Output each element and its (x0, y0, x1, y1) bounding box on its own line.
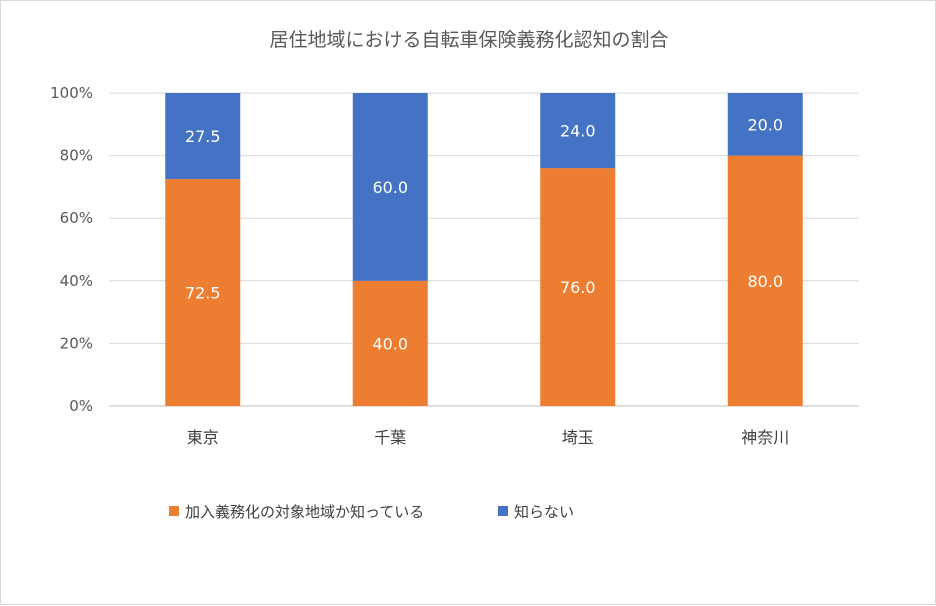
data-label: 24.0 (560, 122, 596, 141)
bar-segment (727, 93, 803, 156)
legend-swatch-known (169, 506, 179, 516)
y-tick-label: 0% (69, 397, 93, 415)
y-axis: 0% 20% 40% 60% 80% 100% (50, 84, 93, 415)
bar-segment (540, 93, 616, 169)
data-label: 80.0 (747, 272, 783, 291)
chart-title: 居住地域における自転車保険義務化認知の割合 (269, 29, 668, 51)
bar-segment (352, 93, 428, 281)
legend-label-unknown: 知らない (514, 503, 574, 521)
bar-segment (165, 93, 241, 180)
x-category-label: 神奈川 (741, 428, 789, 447)
x-category-label: 埼玉 (562, 428, 594, 447)
y-tick-label: 100% (50, 84, 93, 102)
bar-segment (727, 155, 803, 406)
y-tick-label: 60% (60, 209, 93, 227)
bar-segment (352, 280, 428, 406)
y-tick-label: 80% (60, 147, 93, 165)
legend: 加入義務化の対象地域か知っている 知らない (169, 503, 574, 521)
legend-swatch-unknown (498, 506, 508, 516)
data-label: 40.0 (372, 334, 408, 353)
bars: 72.5 27.5 40.0 60.0 76.0 24.0 80.0 20.0 (165, 93, 803, 406)
legend-label-known: 加入義務化の対象地域か知っている (185, 503, 424, 521)
data-label: 27.5 (185, 127, 221, 146)
x-axis: 東京 千葉 埼玉 神奈川 (187, 428, 790, 447)
data-label: 60.0 (372, 178, 408, 197)
data-label: 72.5 (185, 284, 221, 303)
y-tick-label: 20% (60, 334, 93, 352)
bar-segment (165, 179, 241, 406)
x-category-label: 東京 (187, 428, 219, 447)
x-category-label: 千葉 (374, 428, 406, 447)
data-label: 76.0 (560, 278, 596, 297)
bar-segment (540, 168, 616, 406)
y-tick-label: 40% (60, 272, 93, 290)
data-label: 20.0 (747, 115, 783, 134)
